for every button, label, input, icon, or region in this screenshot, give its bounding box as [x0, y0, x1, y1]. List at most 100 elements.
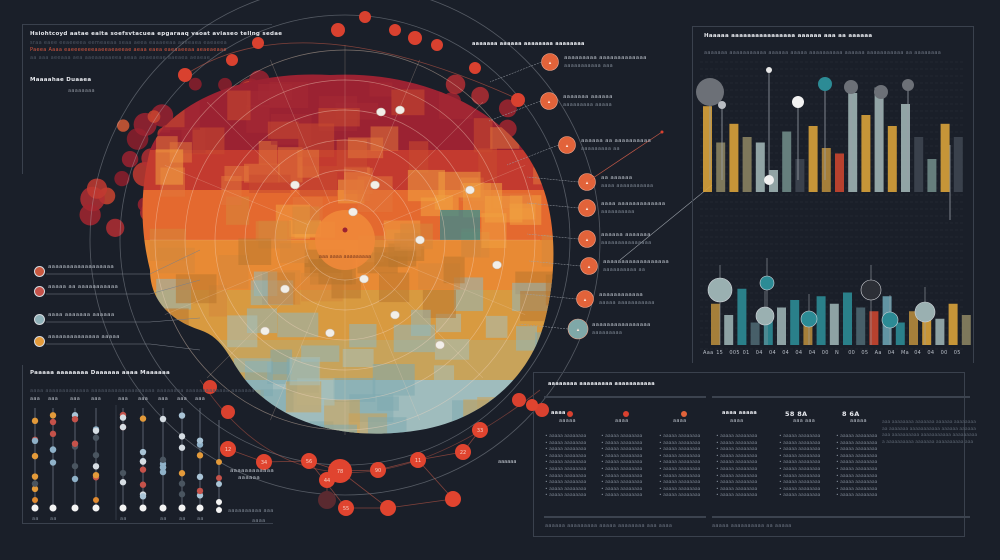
dot-baseline: [196, 504, 204, 512]
heat-cell: [233, 358, 272, 373]
dot: [92, 471, 100, 479]
ring: [274, 169, 416, 311]
dot-side-label-1: aaaaaaaaaaaa: [230, 468, 275, 474]
outer-marker: [469, 62, 481, 74]
heat-cell: [258, 83, 293, 100]
heat-cell: [541, 234, 554, 267]
upper-bar: [927, 159, 937, 192]
bar-panel-title: Haaaaa aaaaaaaaaaaaaaaa aaaaaa aaa aa aa…: [704, 33, 873, 39]
stem-knob: [792, 96, 804, 108]
left-header-frame: [22, 24, 272, 25]
stem-knob: [800, 310, 818, 328]
bar-axis-label: 04: [808, 350, 816, 356]
table-row: • aaaaa aaaaaaaa: [836, 473, 878, 479]
dot: [139, 481, 147, 488]
upper-bar: [742, 137, 752, 192]
dot-column-footer: aa: [120, 516, 127, 522]
table-row: • aaaaa aaaaaaaa: [779, 473, 821, 479]
legend-connector: [149, 317, 201, 323]
heat-cell: [238, 238, 272, 265]
legend-label: aaaa aaaaaaa aaaaaa: [48, 312, 115, 318]
dot: [31, 473, 39, 480]
dot: [216, 481, 222, 487]
table-row: • aaaaa aaaaaaaa: [836, 486, 878, 492]
table-divider-bottom-right: [712, 516, 970, 518]
dot-column-header: aaa: [158, 396, 169, 402]
upper-bar: [755, 142, 765, 192]
dot: [159, 468, 167, 476]
data-marker: [376, 107, 386, 117]
network-node: [338, 500, 354, 516]
stem-knob: [718, 101, 726, 109]
callout-subtitle: aaaaaaaaa aaaaa: [563, 102, 612, 108]
lower-bar: [843, 292, 852, 345]
dot: [49, 418, 57, 426]
data-marker: [435, 340, 445, 350]
dot: [216, 459, 222, 465]
heat-cell: [333, 377, 376, 402]
lower-bar: [829, 303, 839, 345]
bar-axis-label: Aa: [874, 350, 882, 356]
lower-bar: [922, 307, 932, 345]
network-link: [387, 498, 454, 509]
callout-title: aaaaaaaaa aaaaaaaaaaaaa: [564, 55, 647, 61]
dot: [178, 444, 186, 451]
lower-bar: [763, 311, 773, 345]
table-divider-bottom-left: [544, 516, 706, 518]
dot-column-header: aaa: [91, 396, 102, 402]
heat-cell: [400, 223, 433, 250]
ring: [214, 109, 476, 371]
network-node: [220, 441, 236, 457]
bar-axis-label: 04: [782, 350, 790, 356]
callout-subtitle: aaaaaaaaa aa: [581, 146, 620, 152]
legend-swatch-icon: [34, 314, 45, 325]
callout-title: aaaaaa aa aaaaaaaaaa: [581, 138, 652, 144]
table-row: • aaaaa aaaaaaaa: [601, 480, 643, 486]
leader-line: [589, 131, 663, 181]
callout-glyph: ▴: [566, 143, 569, 149]
data-marker: [370, 180, 380, 190]
callout-title: aaaaaaaaaaaaaaaaaa: [603, 259, 670, 265]
table-row: • aaaaa aaaaaaaa: [659, 434, 701, 439]
dot: [71, 415, 79, 423]
bar-axis-label: 04: [755, 350, 763, 356]
lower-bar: [948, 303, 958, 345]
callout-glyph: ▴: [586, 237, 589, 243]
heat-cell: [485, 315, 508, 338]
table-column-subheader: aaaaa: [559, 418, 576, 424]
spoke: [270, 276, 330, 421]
dot: [31, 437, 39, 445]
outer-marker: [512, 393, 526, 407]
heat-cell: [443, 256, 465, 284]
table-row: • aaaaa aaaaaaaa: [659, 460, 701, 466]
table-column-subheader: aaaaa: [850, 418, 867, 424]
table-column-header: aaaa: [551, 410, 566, 416]
bubble: [471, 86, 489, 105]
upper-bar: [848, 93, 858, 192]
dot-baseline: [92, 504, 100, 512]
heat-cell: [438, 171, 481, 198]
outer-marker: [408, 31, 422, 45]
legend-connector: [149, 343, 201, 351]
table-row: • aaaaa aaaaaaaa: [779, 486, 821, 492]
table-row: • aaaaa aaaaaaaa: [716, 467, 758, 472]
outer-marker: [252, 37, 264, 49]
heat-cell: [440, 210, 480, 240]
stem-knob: [696, 78, 724, 106]
callout-connector: [489, 61, 542, 83]
dot-column-header: aaa: [138, 396, 149, 402]
stem-knob: [844, 80, 858, 94]
callout-connector: [526, 233, 579, 240]
spoke: [360, 59, 420, 204]
table-row: • aaaaa aaaaaaaa: [836, 440, 878, 446]
outer-marker: [359, 11, 371, 23]
outer-marker: [535, 403, 549, 417]
dot-side-label-4: aaaa: [252, 518, 266, 524]
table-footer-2: aaaaa aaaaaaaaaa aa aaaaa: [712, 523, 792, 529]
network-label: aaaaaa: [498, 459, 516, 465]
network-link: [417, 459, 454, 500]
data-marker: [260, 326, 270, 336]
bubble: [106, 218, 125, 237]
callout-glyph: ▴: [549, 60, 552, 66]
